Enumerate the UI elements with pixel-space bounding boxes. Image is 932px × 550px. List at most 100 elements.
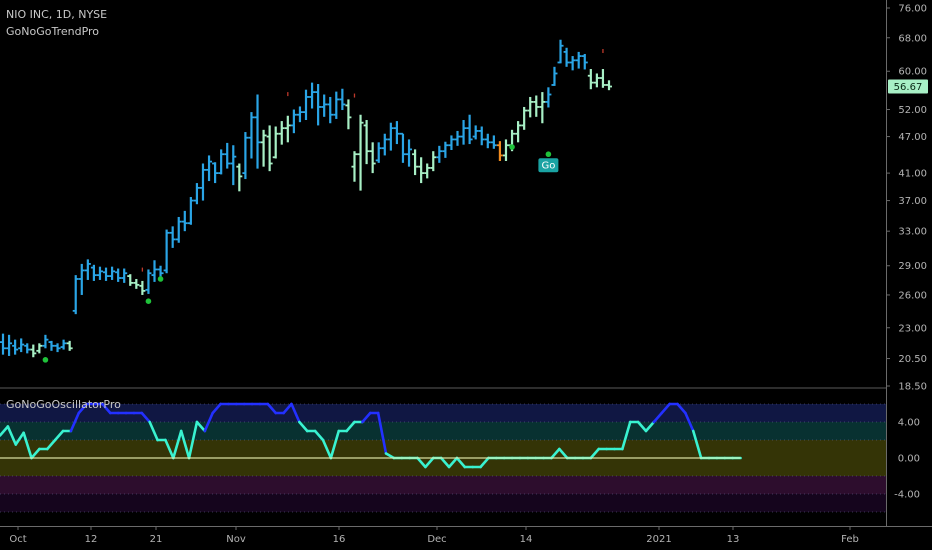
price-tick-label: 41.00 [898,169,927,180]
time-tick-label: 13 [727,534,740,545]
ohlc-bar [606,80,612,91]
ohlc-bar [357,114,364,191]
oscillator-line [0,402,742,469]
ohlc-bar [412,149,419,176]
ohlc-bar [6,334,13,356]
oscillator-tick-label: -4.00 [894,490,920,501]
time-tick-label: Feb [841,534,859,545]
ohlc-bar [230,145,237,186]
oscillator-segment [684,411,695,433]
last-price-label: 56.67 [894,82,923,93]
oscillator-segment [290,402,301,424]
ohlc-bar [303,89,309,121]
ohlc-bar [218,149,225,175]
oscillator-tick-label: 0.00 [898,454,920,465]
oscillator-segment [589,447,601,460]
ohlc-bar [539,92,546,124]
ohlc-bar [181,210,188,232]
time-tick-label: 12 [85,534,98,545]
ohlc-bar [436,145,443,163]
oscillator-segment [384,452,396,460]
ohlc-bar [36,343,43,354]
oscillator-segment [313,429,325,442]
oscillator-segment [455,456,467,469]
oscillator-segment [14,431,25,446]
oscillator-segment [691,429,703,460]
ohlc-bar [502,139,509,161]
ohlc-bar [599,69,606,88]
time-tick-label: 14 [520,534,533,545]
symbol-title[interactable]: NIO INC, 1D, NYSE [6,8,108,21]
ohlc-bar [103,267,110,281]
ohlc-bar [496,141,503,161]
ohlc-bar [151,260,158,282]
go-dot [157,276,164,282]
price-tick-label: 68.00 [898,33,927,44]
ohlc-bar [121,268,128,283]
price-tick-label: 18.50 [898,382,927,393]
ohlc-bar [515,121,522,143]
oscillator-segment [101,402,112,415]
oscillator-segment [6,425,18,446]
time-tick-label: Nov [226,534,246,545]
oscillator-segment [179,429,191,460]
oscillator-segment [636,420,648,433]
ohlc-bar [563,47,570,67]
ohlc-bar [260,129,267,167]
oscillator-segment [140,411,151,424]
oscillator-segment [447,456,459,469]
ohlc-bar [84,259,91,280]
oscillator-segment [652,411,664,424]
ohlc-bar [254,94,261,169]
oscillator-band [0,476,886,494]
ohlc-bar [315,84,322,126]
oscillator-title[interactable]: GoNoGoOscillatorPro [6,398,121,411]
oscillator-band [0,422,886,440]
oscillator-tick-label: 4.00 [898,418,920,429]
ohlc-bar [169,226,176,248]
ohlc-bar [115,268,122,282]
oscillator-band [0,494,886,512]
oscillator-segment [550,447,561,460]
ohlc-bar [448,135,455,150]
time-tick-label: 16 [333,534,346,545]
go-label-text: Go [541,161,555,172]
ohlc-bar [321,94,328,117]
price-tick-label: 20.50 [898,354,927,365]
ohlc-bar [460,120,467,145]
ohlc-bar [139,280,146,295]
ohlc-bar [278,121,285,145]
ohlc-bar [242,132,249,180]
time-tick-label: Dec [427,534,446,545]
ohlc-bar [163,229,170,274]
time-tick-label: Oct [9,534,26,545]
oscillator-legend: GoNoGoOscillatorPro [6,398,121,412]
ohlc-bar [442,141,449,158]
ohlc-bar [72,275,79,315]
ohlc-bar [472,125,479,140]
ohlc-bar [521,106,528,130]
ohlc-bar [96,266,103,280]
price-tick-label: 37.00 [898,196,927,207]
price-tick-label: 76.00 [898,4,927,15]
oscillator-segment [195,420,207,433]
ohlc-bar [193,183,200,205]
study-title[interactable]: GoNoGoTrendPro [6,25,100,38]
oscillator-segment [644,420,656,433]
ohlc-bar [296,106,303,123]
ohlc-bar [484,133,491,149]
go-dot [545,151,552,158]
oscillator-segment [69,411,81,433]
ohlc-bar [569,56,576,71]
price-bars [0,39,612,358]
oscillator-segment [148,420,159,442]
ohlc-bar [60,339,67,350]
oscillator-segment [424,456,435,469]
oscillator-segment [282,402,293,415]
ohlc-bar [236,163,243,192]
ohlc-bar [266,125,273,172]
chart-legend: NIO INC, 1D, NYSE GoNoGoTrendPro [6,8,107,39]
ohlc-bar [581,53,588,70]
ohlc-bar [0,333,6,355]
